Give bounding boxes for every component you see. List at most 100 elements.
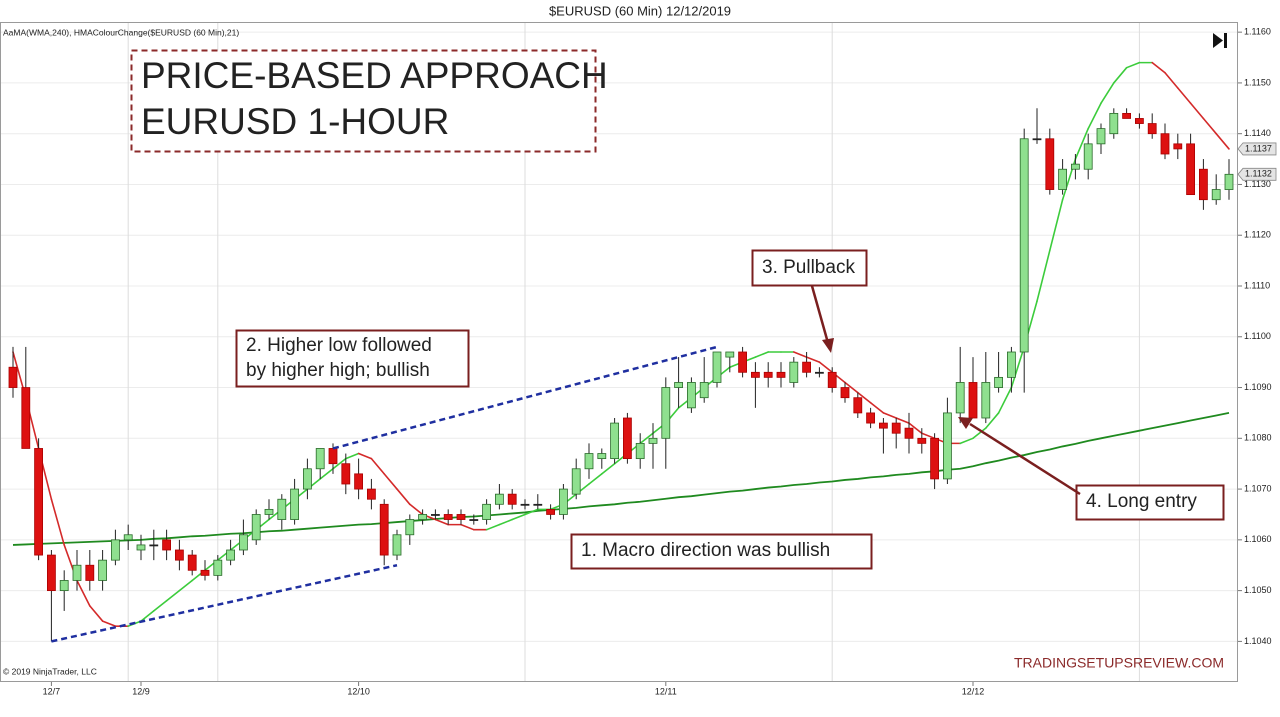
candle-body [546, 508, 555, 515]
hma-segment [1189, 102, 1205, 120]
x-tick-label: 12/11 [655, 686, 677, 696]
candle-body [1211, 189, 1221, 201]
plot-frame [0, 22, 1238, 682]
hma-segment [1010, 346, 1025, 389]
hma-segment [1215, 132, 1230, 150]
hma-segment [383, 473, 398, 490]
candle-body [1045, 138, 1055, 190]
candle-body [277, 498, 287, 520]
candle-body [879, 422, 888, 429]
candle-body [264, 508, 274, 515]
candle-body [494, 493, 504, 505]
arrow-head [958, 417, 973, 429]
watermark: TRADINGSETUPSREVIEW.COM [1014, 655, 1224, 671]
hma-segment [50, 498, 65, 546]
candle-body [1083, 143, 1093, 170]
hma-segment [818, 361, 834, 374]
y-tick-label: 1.1140 [1244, 128, 1271, 138]
candle-body [1032, 138, 1042, 141]
candle-body [789, 361, 799, 383]
annotation-text: by higher high; bullish [246, 360, 430, 381]
hma-segment [1113, 66, 1128, 84]
hma-segment [1164, 71, 1179, 89]
hma-segment [805, 356, 821, 363]
candle-body [955, 382, 965, 414]
hma-segment [344, 452, 360, 460]
price-tag-label: 1.1137 [1245, 143, 1272, 153]
candle-body [341, 463, 351, 485]
hma-segment [856, 391, 872, 404]
candle-body [584, 453, 594, 470]
scroll-end-icon[interactable] [1213, 33, 1227, 48]
hma-segment [101, 620, 117, 627]
candle-body [648, 437, 658, 444]
arrow-head [822, 338, 834, 353]
candle-body [904, 427, 914, 439]
annotation-arrow [969, 422, 1081, 496]
candle-body [571, 468, 581, 495]
candle-body [366, 488, 376, 500]
candle-body [597, 453, 607, 460]
trend-line [332, 345, 718, 450]
candle-body [1160, 133, 1170, 155]
candle-body [661, 387, 671, 439]
annotation-text: 2. Higher low followed [246, 335, 432, 356]
price-tag-label: 1.1132 [1245, 169, 1272, 179]
candle-body [968, 382, 978, 419]
candle-body [430, 514, 440, 516]
y-tick-label: 1.1150 [1244, 77, 1271, 87]
candle-body [994, 376, 1003, 388]
y-tick-label: 1.1120 [1244, 230, 1271, 240]
candle-body [482, 503, 492, 520]
candle-body [379, 503, 389, 556]
wma-line [12, 412, 1230, 546]
indicator-label: AaMA(WMA,240), HMAColourChange($EURUSD (… [3, 27, 239, 37]
candle-body [520, 503, 530, 506]
candle-body [776, 371, 786, 378]
candle-body [917, 437, 927, 444]
annotation-arrow [810, 285, 830, 344]
hma-segment [370, 457, 386, 475]
hma-segment [460, 523, 475, 531]
candle-body [469, 519, 479, 521]
annotation-box [235, 329, 470, 388]
candle-body [47, 554, 56, 592]
hma-segment [869, 401, 885, 414]
annotation-text: 4. Long entry [1086, 491, 1197, 512]
candle-body [8, 366, 18, 388]
x-tick-label: 12/10 [347, 686, 370, 696]
hma-segment [165, 589, 181, 602]
hma-segment [1151, 61, 1166, 74]
candle-body [200, 569, 210, 576]
candle-body [392, 534, 402, 556]
hma-segment [972, 427, 987, 440]
candle-body [827, 371, 837, 388]
candle-body [1109, 112, 1119, 135]
hma-segment [1036, 249, 1051, 303]
candle-body [1147, 123, 1157, 135]
headline-line: PRICE-BASED APPROACH [141, 55, 608, 96]
candle-body [34, 448, 43, 556]
chart-title: $EURUSD (60 Min) 12/12/2019 [549, 3, 731, 18]
hma-segment [1202, 117, 1217, 135]
candle-body [635, 442, 645, 460]
hma-segment [76, 579, 91, 607]
candle-body [85, 564, 95, 581]
hma-segment [908, 422, 923, 435]
candle-body [238, 534, 248, 551]
annotation-box [570, 533, 873, 570]
candle-body [1071, 163, 1080, 170]
hma-segment [895, 417, 910, 424]
candle-body [763, 371, 773, 378]
hma-segment [1074, 127, 1089, 160]
annotation-box [1075, 484, 1225, 521]
icon-shape[interactable] [1213, 33, 1223, 48]
icon-shape[interactable] [1224, 33, 1227, 48]
hma-segment [1100, 82, 1115, 105]
candle-body [315, 448, 325, 470]
candle-body [533, 503, 543, 506]
hma-segment [178, 579, 193, 592]
hma-segment [153, 599, 168, 612]
annotation-box [751, 249, 868, 287]
y-tick-label: 1.1060 [1244, 534, 1272, 544]
